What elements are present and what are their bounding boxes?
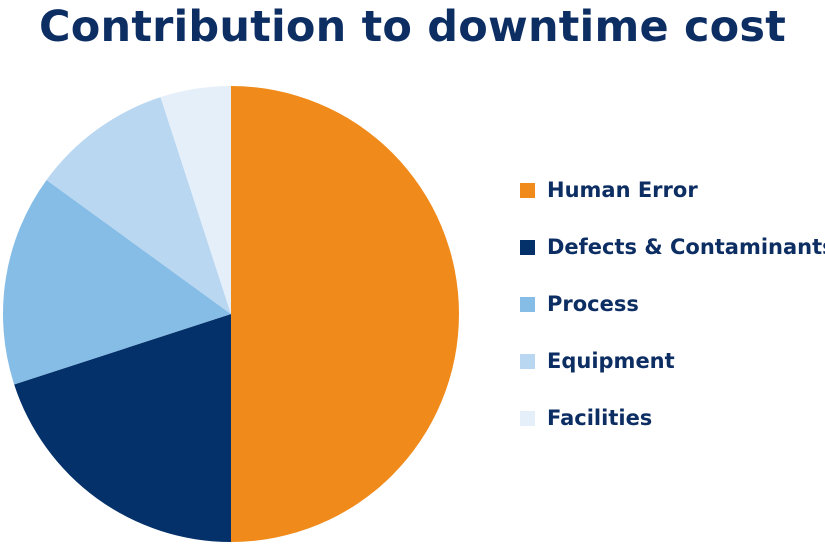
legend-label: Process <box>547 292 639 316</box>
legend-item-human-error: Human Error <box>520 176 825 204</box>
legend-item-equipment: Equipment <box>520 347 825 375</box>
legend-swatch <box>520 182 535 198</box>
pie-slice-process <box>2 179 231 385</box>
legend-item-process: Process <box>520 290 825 318</box>
legend-swatch <box>520 239 535 255</box>
legend-item-facilities: Facilities <box>520 404 825 432</box>
legend-swatch <box>520 353 535 369</box>
pie-slice-facilities <box>160 86 231 314</box>
legend-label: Facilities <box>547 406 653 430</box>
chart-title: Contribution to downtime cost <box>39 2 786 52</box>
legend-label: Equipment <box>547 349 675 373</box>
legend: Human Error Defects & Contaminants Proce… <box>520 176 825 461</box>
legend-label: Human Error <box>547 178 698 202</box>
legend-label: Defects & Contaminants <box>547 235 825 259</box>
pie-slice-equipment <box>46 97 231 314</box>
legend-swatch <box>520 296 535 312</box>
pie-slice-human-error <box>231 86 459 542</box>
pie-slice-defects-contaminants <box>14 314 231 542</box>
legend-item-defects-contaminants: Defects & Contaminants <box>520 233 825 261</box>
legend-swatch <box>520 410 535 426</box>
